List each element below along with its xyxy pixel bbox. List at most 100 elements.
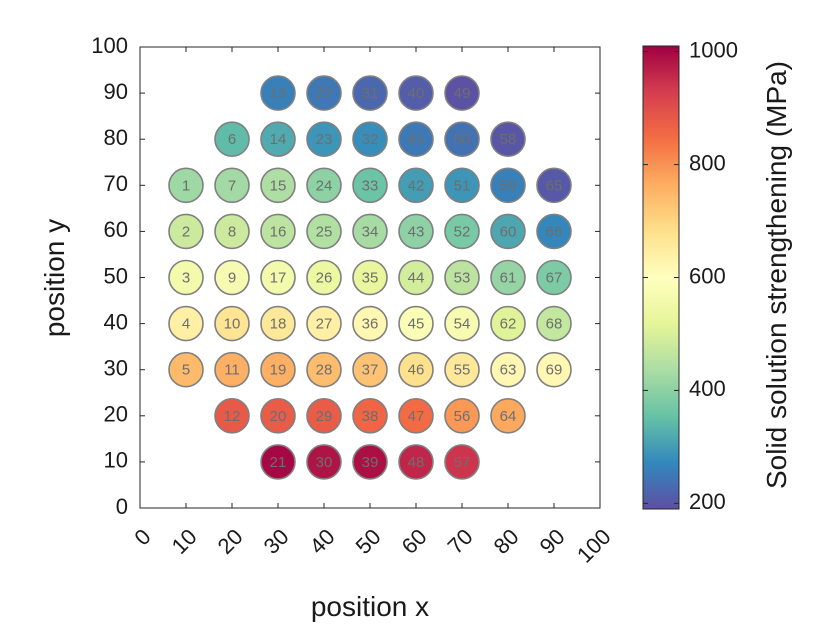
data-point-label: 41 (408, 131, 425, 148)
data-point (490, 121, 526, 157)
colorbar-tick-label: 1000 (689, 37, 738, 62)
colorbar-tick-label: 400 (689, 376, 726, 401)
data-point-label: 33 (362, 177, 379, 194)
y-axis-label: position y (39, 219, 70, 337)
data-point-label: 9 (228, 269, 236, 286)
y-tick-label: 80 (104, 125, 128, 150)
data-point-label: 3 (182, 269, 190, 286)
data-point-label: 32 (362, 131, 379, 148)
data-point-label: 52 (454, 223, 471, 240)
data-point (444, 397, 480, 434)
data-point (536, 213, 572, 250)
data-point-label: 18 (270, 316, 287, 333)
data-point (260, 259, 296, 296)
data-point (352, 167, 388, 204)
data-point (168, 213, 204, 250)
data-point (214, 121, 250, 157)
data-point-label: 62 (500, 316, 517, 333)
data-point-label: 47 (408, 408, 425, 425)
data-point (490, 397, 526, 434)
data-point-label: 55 (454, 362, 471, 379)
data-point-label: 61 (500, 269, 517, 286)
data-point (398, 167, 434, 204)
data-point-label: 17 (270, 269, 287, 286)
x-tick-label: 40 (305, 524, 340, 559)
data-point-label: 64 (500, 408, 517, 425)
data-point (352, 444, 388, 480)
data-point-label: 19 (270, 362, 287, 379)
data-point-label: 30 (316, 454, 333, 471)
data-point (168, 351, 204, 388)
data-point (352, 397, 388, 434)
colorbar-tick-label: 600 (689, 263, 726, 288)
colorbar (642, 45, 680, 510)
data-point-label: 34 (362, 223, 379, 240)
data-point (352, 305, 388, 342)
data-point-label: 15 (270, 177, 287, 194)
data-point (214, 167, 250, 204)
data-point (306, 305, 342, 342)
data-point-label: 44 (408, 269, 425, 286)
colorbar-ticks: 200 400 600 800 1000 (643, 37, 738, 514)
data-point (398, 121, 434, 157)
data-point (398, 259, 434, 296)
y-tick-label: 10 (104, 448, 128, 473)
data-point-label: 31 (362, 85, 379, 102)
data-point (352, 213, 388, 250)
data-point-label: 2 (182, 223, 190, 240)
data-point-label: 43 (408, 223, 425, 240)
data-point (168, 259, 204, 296)
data-point (260, 213, 296, 250)
data-point (306, 259, 342, 296)
data-point (260, 444, 296, 480)
data-point (444, 444, 480, 480)
y-tick-label: 30 (104, 356, 128, 381)
data-point-label: 22 (316, 85, 333, 102)
data-point-label: 24 (316, 177, 333, 194)
data-point (536, 259, 572, 296)
data-point-label: 21 (270, 454, 287, 471)
data-point-label: 8 (228, 223, 236, 240)
data-point (352, 351, 388, 388)
x-tick-label: 0 (129, 524, 155, 550)
data-point (306, 351, 342, 388)
data-point-label: 56 (454, 408, 471, 425)
data-point (352, 259, 388, 296)
y-tick-label: 40 (104, 309, 128, 334)
data-point-label: 29 (316, 408, 333, 425)
data-point-label: 5 (182, 362, 190, 379)
x-tick-label: 70 (443, 524, 478, 559)
data-point-label: 57 (454, 454, 471, 471)
data-point (260, 397, 296, 434)
data-point-label: 40 (408, 85, 425, 102)
data-point-label: 11 (224, 362, 240, 379)
data-point (490, 351, 526, 388)
data-point-label: 69 (546, 362, 563, 379)
data-point (306, 213, 342, 250)
data-point (444, 121, 480, 157)
y-tick-label: 20 (104, 402, 128, 427)
x-tick-label: 30 (259, 524, 294, 559)
data-point-label: 53 (454, 269, 471, 286)
data-point (306, 167, 342, 204)
y-tick-label: 60 (104, 217, 128, 242)
data-point-label: 51 (454, 177, 471, 194)
data-point (214, 213, 250, 250)
data-point (214, 351, 250, 388)
data-point-label: 46 (408, 362, 425, 379)
data-point (444, 305, 480, 342)
data-point-label: 20 (270, 408, 287, 425)
data-point (536, 351, 572, 388)
y-tick-label: 70 (104, 171, 128, 196)
data-point-label: 23 (316, 131, 333, 148)
x-tick-label: 100 (572, 524, 616, 568)
data-point (444, 167, 480, 204)
data-point-label: 6 (228, 131, 236, 148)
data-point (444, 213, 480, 250)
data-point-label: 28 (316, 362, 333, 379)
data-point (214, 397, 250, 434)
data-point (398, 397, 434, 434)
data-point-label: 59 (500, 177, 517, 194)
data-point (168, 305, 204, 342)
data-points: 1234567891011121314151617181920212223242… (168, 75, 572, 480)
